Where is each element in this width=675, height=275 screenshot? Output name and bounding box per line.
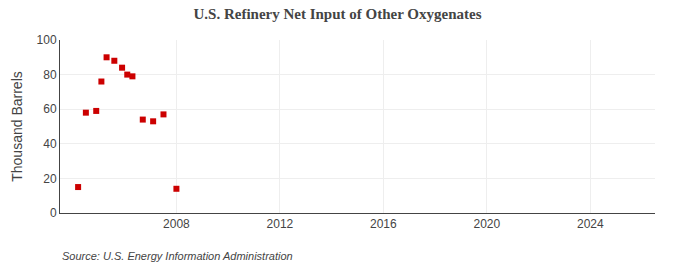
svg-text:Source: U.S. Energy Informatio: Source: U.S. Energy Information Administ… xyxy=(62,250,293,262)
svg-text:2012: 2012 xyxy=(267,217,294,231)
svg-text:2016: 2016 xyxy=(370,217,397,231)
svg-text:2024: 2024 xyxy=(577,217,604,231)
svg-text:80: 80 xyxy=(43,68,57,82)
svg-text:100: 100 xyxy=(37,33,57,47)
svg-text:U.S. Refinery Net Input of Oth: U.S. Refinery Net Input of Other Oxygena… xyxy=(193,6,481,22)
svg-text:40: 40 xyxy=(43,137,57,151)
svg-text:20: 20 xyxy=(43,172,57,186)
svg-text:2020: 2020 xyxy=(473,217,500,231)
svg-text:0: 0 xyxy=(50,206,57,220)
svg-text:Thousand Barrels: Thousand Barrels xyxy=(9,71,25,182)
svg-text:60: 60 xyxy=(43,102,57,116)
svg-text:2008: 2008 xyxy=(163,217,190,231)
